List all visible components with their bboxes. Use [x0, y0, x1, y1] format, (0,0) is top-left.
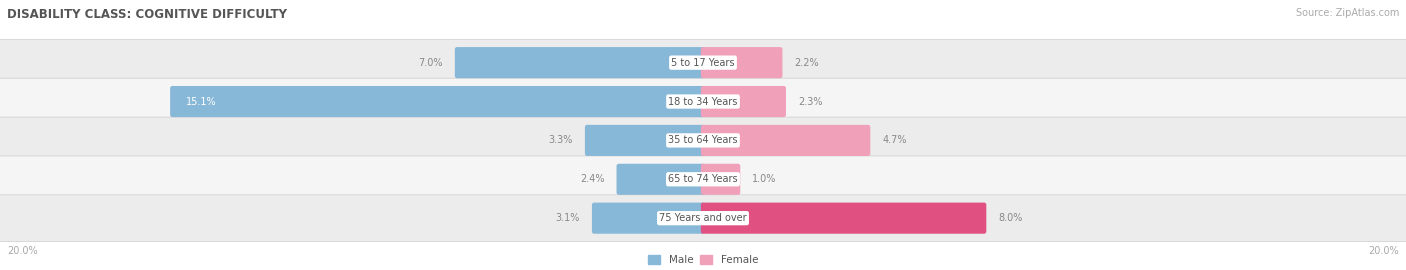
FancyBboxPatch shape — [616, 164, 706, 195]
Text: 20.0%: 20.0% — [7, 246, 38, 256]
Text: 65 to 74 Years: 65 to 74 Years — [668, 174, 738, 184]
Text: 18 to 34 Years: 18 to 34 Years — [668, 96, 738, 107]
Text: Source: ZipAtlas.com: Source: ZipAtlas.com — [1295, 8, 1399, 18]
Text: 35 to 64 Years: 35 to 64 Years — [668, 135, 738, 146]
FancyBboxPatch shape — [0, 78, 1406, 125]
Text: 2.4%: 2.4% — [581, 174, 605, 184]
Text: 4.7%: 4.7% — [883, 135, 907, 146]
FancyBboxPatch shape — [0, 39, 1406, 86]
Legend: Male, Female: Male, Female — [648, 255, 758, 265]
Text: 3.3%: 3.3% — [548, 135, 574, 146]
FancyBboxPatch shape — [700, 47, 782, 78]
FancyBboxPatch shape — [700, 164, 741, 195]
Text: 3.1%: 3.1% — [555, 213, 581, 223]
Text: 8.0%: 8.0% — [998, 213, 1022, 223]
FancyBboxPatch shape — [0, 117, 1406, 164]
FancyBboxPatch shape — [700, 125, 870, 156]
FancyBboxPatch shape — [456, 47, 706, 78]
FancyBboxPatch shape — [170, 86, 704, 117]
Text: 75 Years and over: 75 Years and over — [659, 213, 747, 223]
Text: 15.1%: 15.1% — [187, 96, 217, 107]
Text: 2.2%: 2.2% — [794, 58, 820, 68]
Text: 7.0%: 7.0% — [419, 58, 443, 68]
FancyBboxPatch shape — [585, 125, 706, 156]
FancyBboxPatch shape — [700, 86, 786, 117]
Text: 5 to 17 Years: 5 to 17 Years — [671, 58, 735, 68]
Text: DISABILITY CLASS: COGNITIVE DIFFICULTY: DISABILITY CLASS: COGNITIVE DIFFICULTY — [7, 8, 287, 21]
FancyBboxPatch shape — [0, 156, 1406, 202]
FancyBboxPatch shape — [592, 202, 706, 234]
Text: 20.0%: 20.0% — [1368, 246, 1399, 256]
FancyBboxPatch shape — [0, 195, 1406, 241]
Text: 1.0%: 1.0% — [752, 174, 776, 184]
Text: 2.3%: 2.3% — [799, 96, 823, 107]
FancyBboxPatch shape — [700, 202, 987, 234]
